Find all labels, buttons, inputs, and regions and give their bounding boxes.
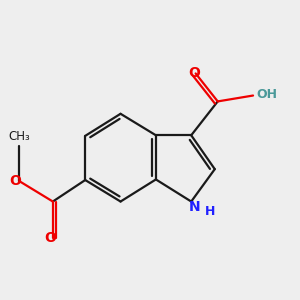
Text: OH: OH: [256, 88, 278, 100]
Text: O: O: [188, 66, 200, 80]
Text: O: O: [44, 231, 56, 245]
Text: H: H: [205, 205, 215, 218]
Text: O: O: [10, 174, 21, 188]
Text: N: N: [189, 200, 201, 214]
Text: CH₃: CH₃: [8, 130, 30, 142]
